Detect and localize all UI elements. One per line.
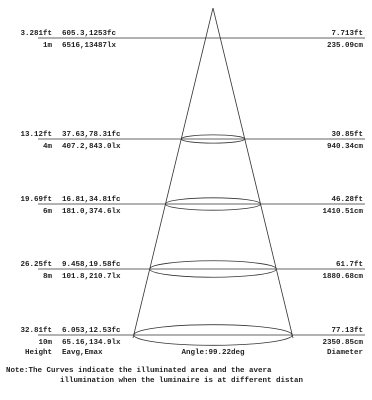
eavg-fc: 37.63,78.31fc xyxy=(62,131,121,139)
light-ellipse xyxy=(149,260,277,278)
height-ft: 13.12ft xyxy=(20,131,52,139)
light-ellipse xyxy=(165,197,261,211)
height-m: 8m xyxy=(43,273,53,281)
diameter-cm: 1410.51cm xyxy=(322,208,363,216)
eavg-lx: 65.16,134.9lx xyxy=(62,339,121,347)
diameter-cm: 940.34cm xyxy=(327,143,364,151)
footer-angle: Angle:99.22deg xyxy=(181,349,245,357)
eavg-lx: 407.2,843.0lx xyxy=(62,143,121,151)
height-m: 4m xyxy=(43,143,53,151)
eavg-fc: 16.81,34.81fc xyxy=(62,196,121,204)
footer-height: Height xyxy=(25,349,52,357)
eavg-lx: 181.0,374.6lx xyxy=(62,208,121,216)
height-ft: 26.25ft xyxy=(20,261,52,269)
eavg-fc: 6.053,12.53fc xyxy=(62,327,121,335)
height-ft: 32.81ft xyxy=(20,327,52,335)
height-ft: 19.69ft xyxy=(20,196,52,204)
note-line: Note:The Curves indicate the illuminated… xyxy=(6,367,272,375)
height-ft: 3.281ft xyxy=(20,30,52,38)
diameter-ft: 77.13ft xyxy=(331,327,363,335)
diameter-ft: 61.7ft xyxy=(336,261,363,269)
cone-edge xyxy=(132,7,214,339)
light-ellipse xyxy=(180,134,246,144)
diameter-ft: 7.713ft xyxy=(331,30,363,38)
diameter-ft: 30.85ft xyxy=(331,131,363,139)
diameter-cm: 2350.85cm xyxy=(322,339,363,347)
eavg-fc: 605.3,1253fc xyxy=(62,30,117,38)
footer-eavg: Eavg,Emax xyxy=(62,349,103,357)
diameter-ft: 46.28ft xyxy=(331,196,363,204)
height-m: 1m xyxy=(43,42,53,50)
diameter-cm: 235.09cm xyxy=(327,42,364,50)
eavg-lx: 101.8,210.7lx xyxy=(62,273,121,281)
eavg-fc: 9.458,19.58fc xyxy=(62,261,121,269)
diameter-cm: 1880.68cm xyxy=(322,273,363,281)
height-m: 6m xyxy=(43,208,53,216)
note-line: illumination when the luminaire is at di… xyxy=(60,377,304,385)
light-ellipse xyxy=(133,324,293,346)
footer-diameter: Diameter xyxy=(327,349,363,357)
height-m: 10m xyxy=(38,339,52,347)
eavg-lx: 6516,13487lx xyxy=(62,42,117,50)
cone-edge xyxy=(212,7,294,339)
